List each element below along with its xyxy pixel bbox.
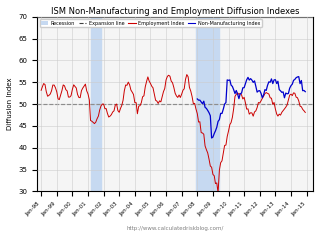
Bar <box>196 17 220 191</box>
Title: ISM Non-Manufacturing and Employment Diffusion Indexes: ISM Non-Manufacturing and Employment Dif… <box>51 7 300 16</box>
Legend: Recession, Expansion line, Employment Index, Non-Manufacturing Index: Recession, Expansion line, Employment In… <box>40 19 262 27</box>
Bar <box>91 17 101 191</box>
Text: http://www.calculatedriskblog.com/: http://www.calculatedriskblog.com/ <box>126 226 224 231</box>
Y-axis label: Diffusion Index: Diffusion Index <box>7 78 13 130</box>
